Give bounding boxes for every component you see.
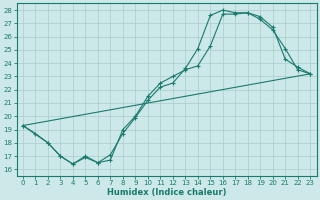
X-axis label: Humidex (Indice chaleur): Humidex (Indice chaleur) (107, 188, 226, 197)
